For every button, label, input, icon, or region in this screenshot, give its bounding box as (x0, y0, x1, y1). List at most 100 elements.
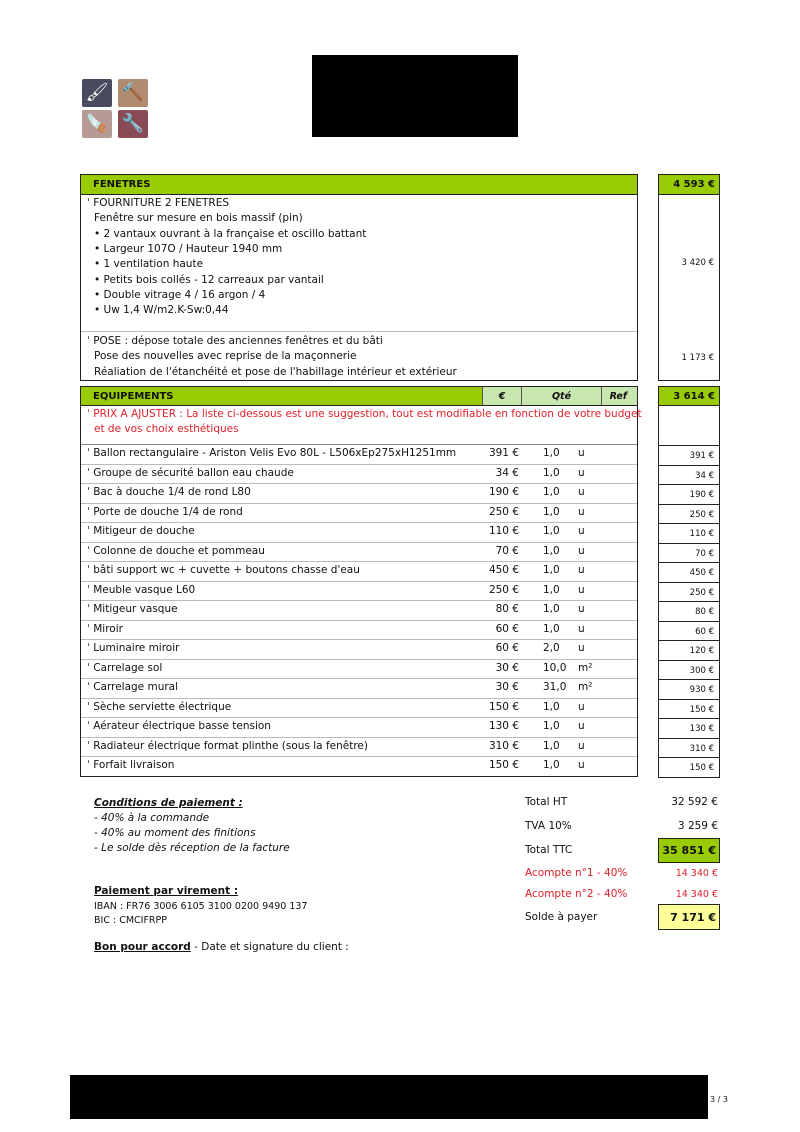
conditions-title: Conditions de paiement : (94, 797, 243, 809)
description-line: • 1 ventilation haute (94, 258, 204, 271)
hammer-icon: 🔨 (118, 79, 148, 107)
table-row: ˈ bâti support wc + cuvette + boutons ch… (81, 562, 637, 582)
item-qty: 1,0 (543, 505, 560, 518)
acompte1: 14 340 € (675, 868, 718, 879)
description-line: Réaliation de l'étanchéité et pose de l'… (94, 365, 457, 378)
item-price: 150 € (488, 759, 519, 771)
item-unit: m² (578, 681, 593, 693)
item-qty: 1,0 (543, 525, 560, 537)
item-total: 80 € (658, 602, 720, 622)
item-total: 130 € (658, 719, 720, 739)
item-unit: u (578, 759, 585, 771)
item-label: ˈ Bac à douche 1/4 de rond L80 (87, 486, 251, 498)
total-ttc-label: Total TTC (525, 844, 573, 856)
fenetres-total: 4 593 € (658, 174, 720, 195)
item-unit: u (578, 720, 585, 732)
total-ht-label: Total HT (525, 796, 568, 808)
fourniture-price: 3 420 € (681, 258, 714, 268)
table-row: ˈ Miroir 60 € 1,0 u (81, 621, 637, 640)
item-price: 80 € (495, 603, 519, 615)
item-total: 391 € (658, 446, 720, 466)
virement-title: Paiement par virement : (94, 885, 239, 897)
redacted-header (312, 55, 518, 137)
description-line: • Double vitrage 4 / 16 argon / 4 (94, 288, 266, 301)
item-label: ˈ Miroir (87, 622, 123, 635)
item-qty: 2,0 (543, 642, 560, 654)
item-total: 150 € (658, 699, 720, 719)
description-line: • Largeur 107O / Hauteur 1940 mm (94, 242, 283, 255)
item-unit: u (578, 642, 585, 654)
item-unit: u (578, 564, 585, 576)
column-qty: Qté (521, 387, 601, 405)
equipements-body: ˈ PRIX A AJUSTER : La liste ci-dessous e… (80, 405, 642, 777)
item-qty: 1,0 (543, 447, 560, 459)
item-qty: 10,0 (543, 661, 567, 674)
item-unit: u (578, 505, 585, 518)
condition-line: - 40% à la commande (94, 812, 210, 824)
item-label: ˈ bâti support wc + cuvette + boutons ch… (87, 564, 360, 576)
item-qty: 1,0 (543, 583, 560, 596)
item-price: 30 € (495, 681, 519, 693)
solde-label: Solde à payer (525, 911, 598, 923)
item-price: 60 € (495, 642, 519, 654)
table-row: ˈ Meuble vasque L60 250 € 1,0 u (81, 582, 637, 601)
total-ttc: 35 851 € (658, 838, 720, 863)
notice-line: ˈ PRIX A AJUSTER : La liste ci-dessous e… (87, 408, 642, 420)
item-total: 70 € (658, 543, 720, 563)
acompte1-label: Acompte n°1 - 40% (525, 867, 628, 879)
description-line: • 2 vantaux ouvrant à la française et os… (94, 227, 367, 240)
item-total: 250 € (658, 582, 720, 602)
column-ref: Ref (601, 387, 637, 405)
acompte2-label: Acompte n°2 - 40% (525, 888, 628, 900)
pose-price: 1 173 € (681, 353, 714, 363)
item-label: ˈ Aérateur électrique basse tension (87, 720, 271, 732)
solde: 7 171 € (658, 904, 720, 930)
item-price: 110 € (488, 525, 519, 537)
item-label: ˈ Colonne de douche et pommeau (87, 544, 265, 557)
table-row: ˈ Forfait livraison 150 € 1,0 u (81, 757, 637, 777)
accord-title: Bon pour accord (94, 941, 191, 953)
description-line: • Petits bois collés - 12 carreaux par v… (94, 273, 324, 286)
item-price: 250 € (488, 583, 519, 596)
section-title: FENETRES (93, 179, 151, 190)
description-line: Pose des nouvelles avec reprise de la ma… (94, 350, 357, 363)
item-total: 300 € (658, 660, 720, 680)
item-unit: m² (578, 661, 593, 674)
item-unit: u (578, 466, 585, 479)
item-label: ˈ Porte de douche 1/4 de rond (87, 505, 243, 518)
item-price: 30 € (495, 661, 519, 674)
divider (81, 444, 637, 445)
notice-price-cell (658, 405, 720, 446)
equipements-total: 3 614 € (658, 386, 720, 406)
accord-line: Bon pour accord - Date et signature du c… (94, 940, 349, 955)
divider (81, 331, 637, 332)
item-price: 150 € (488, 700, 519, 713)
item-label: ˈ Carrelage mural (87, 681, 179, 693)
description-line: • Uw 1,4 W/m2.K-Sw:0,44 (94, 304, 229, 317)
item-qty: 31,0 (543, 681, 567, 693)
item-total: 190 € (658, 485, 720, 505)
item-unit: u (578, 700, 585, 713)
iban: IBAN : FR76 3006 6105 3100 0200 9490 137 (94, 901, 308, 912)
item-unit: u (578, 622, 585, 635)
item-qty: 1,0 (543, 739, 560, 752)
table-row: ˈ Porte de douche 1/4 de rond 250 € 1,0 u (81, 504, 637, 523)
table-row: ˈ Sèche serviette électrique 150 € 1,0 u (81, 699, 637, 718)
item-label: ˈ Luminaire miroir (87, 642, 180, 654)
item-qty: 1,0 (543, 466, 560, 479)
item-price: 391 € (488, 447, 519, 459)
item-qty: 1,0 (543, 700, 560, 713)
item-total: 150 € (658, 758, 720, 778)
item-price: 310 € (488, 739, 519, 752)
item-label: ˈ Meuble vasque L60 (87, 583, 196, 596)
table-row: ˈ Mitigeur de douche 110 € 1,0 u (81, 523, 637, 543)
item-total: 110 € (658, 524, 720, 544)
item-unit: u (578, 525, 585, 537)
item-qty: 1,0 (543, 759, 560, 771)
accord-text: - Date et signature du client : (190, 941, 349, 953)
table-row: ˈ Groupe de sécurité ballon eau chaude 34… (81, 465, 637, 484)
item-qty: 1,0 (543, 622, 560, 635)
item-unit: u (578, 486, 585, 498)
equipements-header: EQUIPEMENTS € Qté Ref (80, 386, 638, 406)
